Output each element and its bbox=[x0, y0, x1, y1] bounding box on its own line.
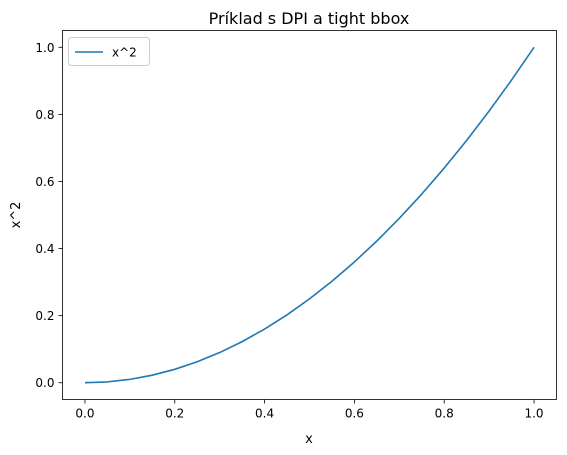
x-tick-label: 0.6 bbox=[345, 407, 364, 421]
x-tick-label: 1.0 bbox=[524, 407, 543, 421]
data-point bbox=[241, 341, 243, 343]
y-axis-ticks: 0.0 0.2 0.4 0.6 0.8 1.0 bbox=[35, 41, 63, 390]
y-tick-label: 0.8 bbox=[35, 108, 54, 122]
x-tick-label: 0.8 bbox=[435, 407, 454, 421]
y-axis-label: x^2 bbox=[9, 202, 24, 229]
data-point bbox=[421, 193, 423, 195]
data-point bbox=[174, 369, 176, 371]
data-point bbox=[354, 261, 356, 263]
data-point bbox=[376, 240, 378, 242]
plot-area bbox=[62, 30, 557, 400]
x-axis-label: x bbox=[305, 432, 313, 447]
y-tick-label: 0.2 bbox=[35, 309, 54, 323]
data-point bbox=[196, 361, 198, 363]
data-point bbox=[399, 218, 401, 220]
legend-box bbox=[68, 37, 150, 66]
data-point bbox=[466, 140, 468, 142]
y-tick-label: 0.0 bbox=[35, 376, 54, 390]
data-point bbox=[84, 382, 86, 384]
series-layer bbox=[84, 46, 535, 384]
data-point bbox=[511, 79, 513, 81]
data-point bbox=[264, 328, 266, 330]
x-tick-label: 0.2 bbox=[165, 407, 184, 421]
x-tick-label: 0.0 bbox=[75, 407, 94, 421]
data-point bbox=[129, 379, 131, 381]
y-tick-label: 0.4 bbox=[35, 242, 54, 256]
x-axis-ticks: 0.0 0.2 0.4 0.6 0.8 1.0 bbox=[75, 399, 544, 421]
y-tick-label: 0.6 bbox=[35, 175, 54, 189]
x-tick-label: 0.4 bbox=[255, 407, 274, 421]
legend: x^2 bbox=[68, 37, 150, 66]
data-point bbox=[331, 280, 333, 282]
data-point bbox=[488, 110, 490, 112]
data-point bbox=[286, 314, 288, 316]
data-point bbox=[219, 352, 221, 354]
data-point bbox=[533, 46, 535, 48]
data-point bbox=[152, 374, 154, 376]
data-point bbox=[107, 381, 109, 383]
series-line bbox=[84, 46, 535, 384]
y-tick-label: 1.0 bbox=[35, 41, 54, 55]
data-point bbox=[309, 298, 311, 300]
data-point bbox=[443, 167, 445, 169]
axes-frame bbox=[62, 30, 557, 400]
legend-label: x^2 bbox=[112, 46, 137, 60]
chart-title: Príklad s DPI a tight bbox bbox=[209, 9, 410, 28]
